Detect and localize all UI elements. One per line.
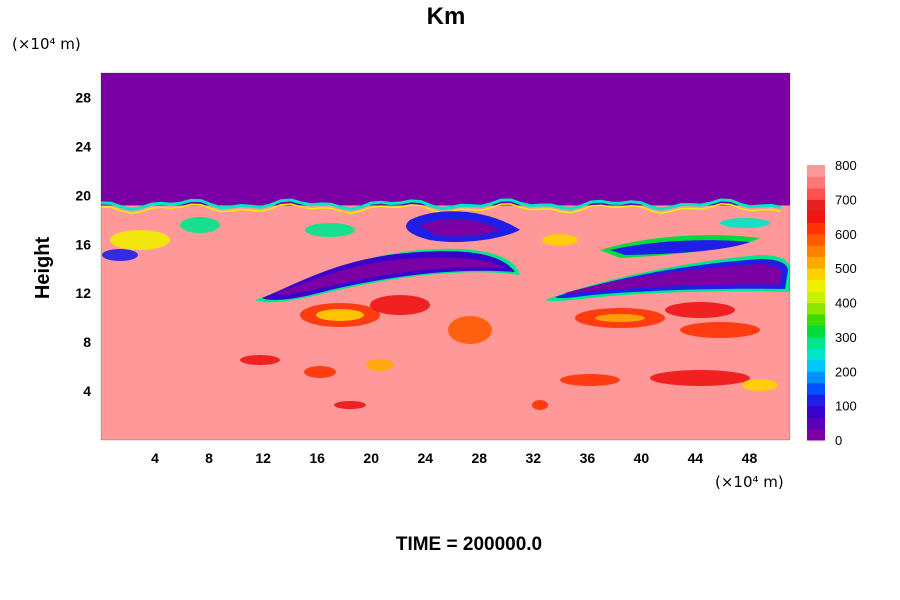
colorbar-swatch: [807, 165, 825, 177]
boundary-contour-2: [101, 203, 782, 215]
upper-right-streak-core: [610, 240, 750, 255]
field-feature: [366, 359, 394, 371]
pocket-upper-mid-core: [420, 218, 500, 237]
field-feature: [304, 366, 336, 378]
x-tick-label: 4: [151, 450, 159, 466]
plot-frame: [100, 72, 791, 441]
colorbar-swatch: [807, 245, 825, 258]
field-feature: [102, 249, 138, 261]
field-feature: [180, 217, 220, 233]
colorbar-swatch: [807, 336, 825, 349]
x-tick-label: 44: [688, 450, 704, 466]
low-band-left-core: [275, 257, 505, 295]
x-tick-label: 32: [526, 450, 542, 466]
chart-title: Km: [427, 3, 466, 30]
colorbar-swatch: [807, 199, 825, 212]
field-feature: [650, 370, 750, 386]
x-tick-label: 16: [309, 450, 325, 466]
colorbar-swatch: [807, 302, 825, 315]
colorbar-swatch: [807, 382, 825, 395]
x-tick-label: 36: [580, 450, 596, 466]
colorbar-swatch: [807, 325, 825, 338]
colorbar-swatch: [807, 371, 825, 384]
field-feature: [448, 316, 492, 344]
boundary-contour: [101, 198, 782, 211]
colorbar-swatch: [807, 222, 825, 235]
field-feature: [680, 322, 760, 338]
colorbar-tick-label: 800: [835, 158, 857, 173]
x-tick-label: 48: [742, 450, 758, 466]
colorbar-tick-label: 300: [835, 330, 857, 345]
x-tick-label: 24: [417, 450, 433, 466]
y-tick-label: 16: [75, 236, 91, 252]
y-tick-label: 8: [83, 334, 91, 350]
y-tick-label: 4: [83, 383, 91, 399]
x-tick-label: 12: [255, 450, 271, 466]
colorbar-swatch: [807, 348, 825, 361]
colorbar-swatch: [807, 268, 825, 281]
y-tick-label: 28: [75, 89, 91, 105]
y-axis-label: Height: [32, 237, 54, 300]
y-ticks: 4 8 12 16 20 24 28: [75, 89, 91, 399]
field-feature: [665, 302, 735, 318]
colorbar-tick-label: 600: [835, 227, 857, 242]
colorbar-swatch: [807, 405, 825, 418]
colorbar-tick-label: 400: [835, 296, 857, 311]
field-feature: [542, 234, 578, 246]
colorbar-swatch: [807, 291, 825, 303]
colorbar-swatch: [807, 187, 825, 200]
y-tick-label: 12: [75, 285, 91, 301]
field-feature: [532, 400, 548, 410]
colorbar-swatch: [807, 233, 825, 246]
y-tick-label: 24: [75, 138, 91, 154]
colorbar-swatch: [807, 313, 825, 326]
colorbar-swatch: [807, 256, 825, 269]
plot-area: [101, 73, 790, 440]
field-feature: [316, 309, 364, 321]
field-feature: [560, 374, 620, 386]
upper-uniform-layer: [101, 73, 790, 206]
field-feature: [742, 379, 778, 391]
field-feature: [334, 401, 366, 409]
colorbar-swatch: [807, 279, 825, 292]
colorbar-swatch: [807, 210, 825, 223]
low-band-right-core: [565, 264, 782, 294]
colorbar-tick-label: 0: [835, 433, 842, 448]
colorbar: 0 100 200 300 400 500 600 700 800: [807, 158, 857, 448]
colorbar-swatch: [807, 176, 825, 189]
y-axis-unit: (×10⁴ m): [12, 35, 81, 53]
field-feature: [240, 355, 280, 365]
colorbar-swatch: [807, 417, 825, 430]
x-tick-label: 40: [634, 450, 650, 466]
field-feature: [720, 218, 770, 228]
x-tick-label: 20: [363, 450, 379, 466]
x-tick-label: 8: [205, 450, 213, 466]
y-tick-label: 20: [75, 187, 91, 203]
field-feature: [370, 295, 430, 315]
colorbar-tick-label: 200: [835, 364, 857, 379]
colorbar-tick-label: 500: [835, 261, 857, 276]
x-ticks: 4 8 12 16 20 24 28 32 36 40 44 48: [151, 450, 757, 466]
field-feature: [305, 223, 355, 237]
colorbar-swatch: [807, 359, 825, 372]
field-layers: [101, 73, 790, 410]
field-feature: [110, 230, 170, 250]
colorbar-swatch: [807, 394, 825, 407]
x-tick-label: 28: [471, 450, 487, 466]
x-axis-unit: (×10⁴ m): [715, 473, 784, 491]
time-label: TIME = 200000.0: [396, 534, 542, 555]
field-feature: [595, 314, 645, 322]
colorbar-tick-label: 700: [835, 192, 857, 207]
colorbar-tick-label: 100: [835, 399, 857, 414]
colorbar-swatch: [807, 428, 825, 441]
